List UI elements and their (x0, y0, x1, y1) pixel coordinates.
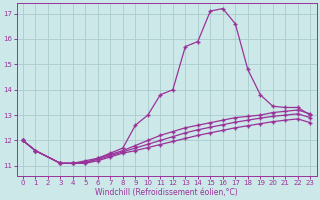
X-axis label: Windchill (Refroidissement éolien,°C): Windchill (Refroidissement éolien,°C) (95, 188, 238, 197)
